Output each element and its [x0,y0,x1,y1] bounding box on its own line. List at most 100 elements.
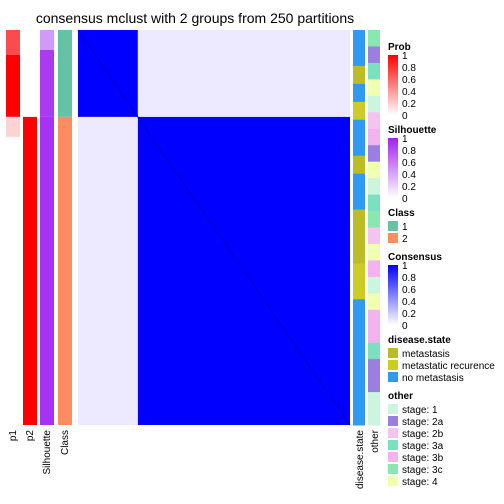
consensus-heatmap [77,29,351,426]
annotation-class-group-1 [58,30,72,117]
annotation-columns [6,30,72,426]
column-label-class: Class [60,430,71,455]
legend-swatch [388,360,398,370]
legend-swatch [388,221,398,231]
row-annotation-disease-state-segment [353,371,365,390]
legend-swatch [388,233,398,243]
row-annotation-other-segment [368,392,380,410]
row-annotation-other-segment [368,30,380,47]
legend-tick-label: 0.6 [402,285,416,296]
row-annotation-disease-state-segment [353,389,365,408]
legend-title: disease.state [388,335,451,346]
row-annotation-other-segment [368,260,380,278]
legend-tick-label: 0.6 [402,75,416,86]
heatmap-off-block-lower-left [78,116,138,426]
legend-tick-label: 0.4 [402,297,416,308]
row-annotation-other-segment [368,95,380,113]
column-label-silhouette: Silhouette [42,430,53,475]
row-annotation-disease-state-segment [353,119,365,139]
row-annotation-disease-state-segment [353,209,365,228]
row-annotation-disease-state-segment [353,353,365,372]
row-annotation-disease-state-segment [353,65,365,85]
legend-swatch [388,348,398,358]
legend-tick-label: 0.8 [402,63,416,74]
row-annotation-disease-state-segment [353,245,365,264]
annotation-silhouette-group-2 [40,116,54,426]
row-annotation-other-segment [368,62,380,80]
annotation-p1-transition-band [6,116,20,137]
chart-title: consensus mclust with 2 groups from 250 … [36,10,354,26]
legend-swatch [388,416,398,426]
annotation-class-group-2 [58,116,72,426]
row-annotation-other-segment [368,375,380,393]
row-annotation-disease-state-segment [353,83,365,103]
legend-tick-label: 0.2 [402,182,416,193]
row-annotation-disease-state-segment [353,30,365,49]
annotation-p1-low-confidence-band [6,30,20,55]
legend-swatch [388,404,398,414]
heatmap-diagonal [77,29,351,426]
legend-title: Class [388,208,415,219]
row-annotation-other-segment [368,161,380,179]
legend-item-label: no metastasis [402,373,464,384]
row-annotation-other-segment [368,326,380,344]
legend-swatch [388,440,398,450]
legend-item-label: metastasis [402,349,450,360]
legend-title: Silhouette [388,125,437,136]
row-annotation-other-segment [368,178,380,196]
legend-gradient-bar [388,265,398,325]
row-annotation-other-segment [368,46,380,64]
row-annotation-disease-state-segment [353,227,365,246]
bottom-labels: p1 p2 Silhouette Class disease.state other [8,429,381,489]
legend-title: Prob [388,42,411,53]
row-annotation-other-segment [368,112,380,130]
row-annotation-label-disease-state: disease.state [355,430,366,489]
row-annotation-other-segment [368,194,380,212]
legend-gradient-bar [388,55,398,115]
annotation-p1-group-2 [6,116,20,426]
legend-tick-label: 0 [402,321,408,332]
row-annotation-disease-state-segment [353,101,365,121]
row-annotation-disease-state-segment [353,335,365,354]
row-annotation-other-segment [368,293,380,311]
legend-tick-label: 0.4 [402,170,416,181]
row-annotation-other-segment [368,211,380,228]
row-annotation-other-segment [368,128,380,146]
row-annotation-disease-state-segment [353,299,365,318]
legend-tick-label: 0.6 [402,158,416,169]
legend-swatch [388,428,398,438]
legend-tick-label: 1 [402,261,408,272]
legend-item-label: metastatic recurence [402,361,495,372]
row-annotation-disease-state-segment [353,407,365,426]
legend-item-label: stage: 2b [402,429,444,440]
row-annotation-other-segment [368,276,380,294]
legend-item-label: stage: 3c [402,465,443,476]
legend-item-label: stage: 3b [402,453,444,464]
legend-tick-label: 0.2 [402,99,416,110]
row-annotation-disease-state-segment [353,137,365,157]
legend-tick-label: 1 [402,51,408,62]
row-annotation-disease-state-segment [353,263,365,282]
row-annotation-disease-state-segment [353,191,365,211]
annotation-silhouette-group-1 [40,30,54,117]
legend-title: Consensus [388,252,442,263]
row-annotation-other-segment [368,79,380,97]
row-annotation-other-segment [368,359,380,377]
heatmap-off-block-upper-right [137,30,350,117]
legend-item-label: stage: 4 [402,477,438,488]
legend-item-label: 2 [402,234,408,245]
row-annotation-other-segment [368,309,380,327]
row-annotation-other-segment [368,227,380,245]
legend-swatch [388,372,398,382]
legend-item-label: 1 [402,222,408,233]
legend-tick-label: 0.4 [402,87,416,98]
row-annotation-disease-state-segment [353,173,365,193]
column-label-p2: p2 [25,430,36,442]
row-annotation-columns [353,30,380,426]
row-annotation-disease-state-segment [353,317,365,336]
